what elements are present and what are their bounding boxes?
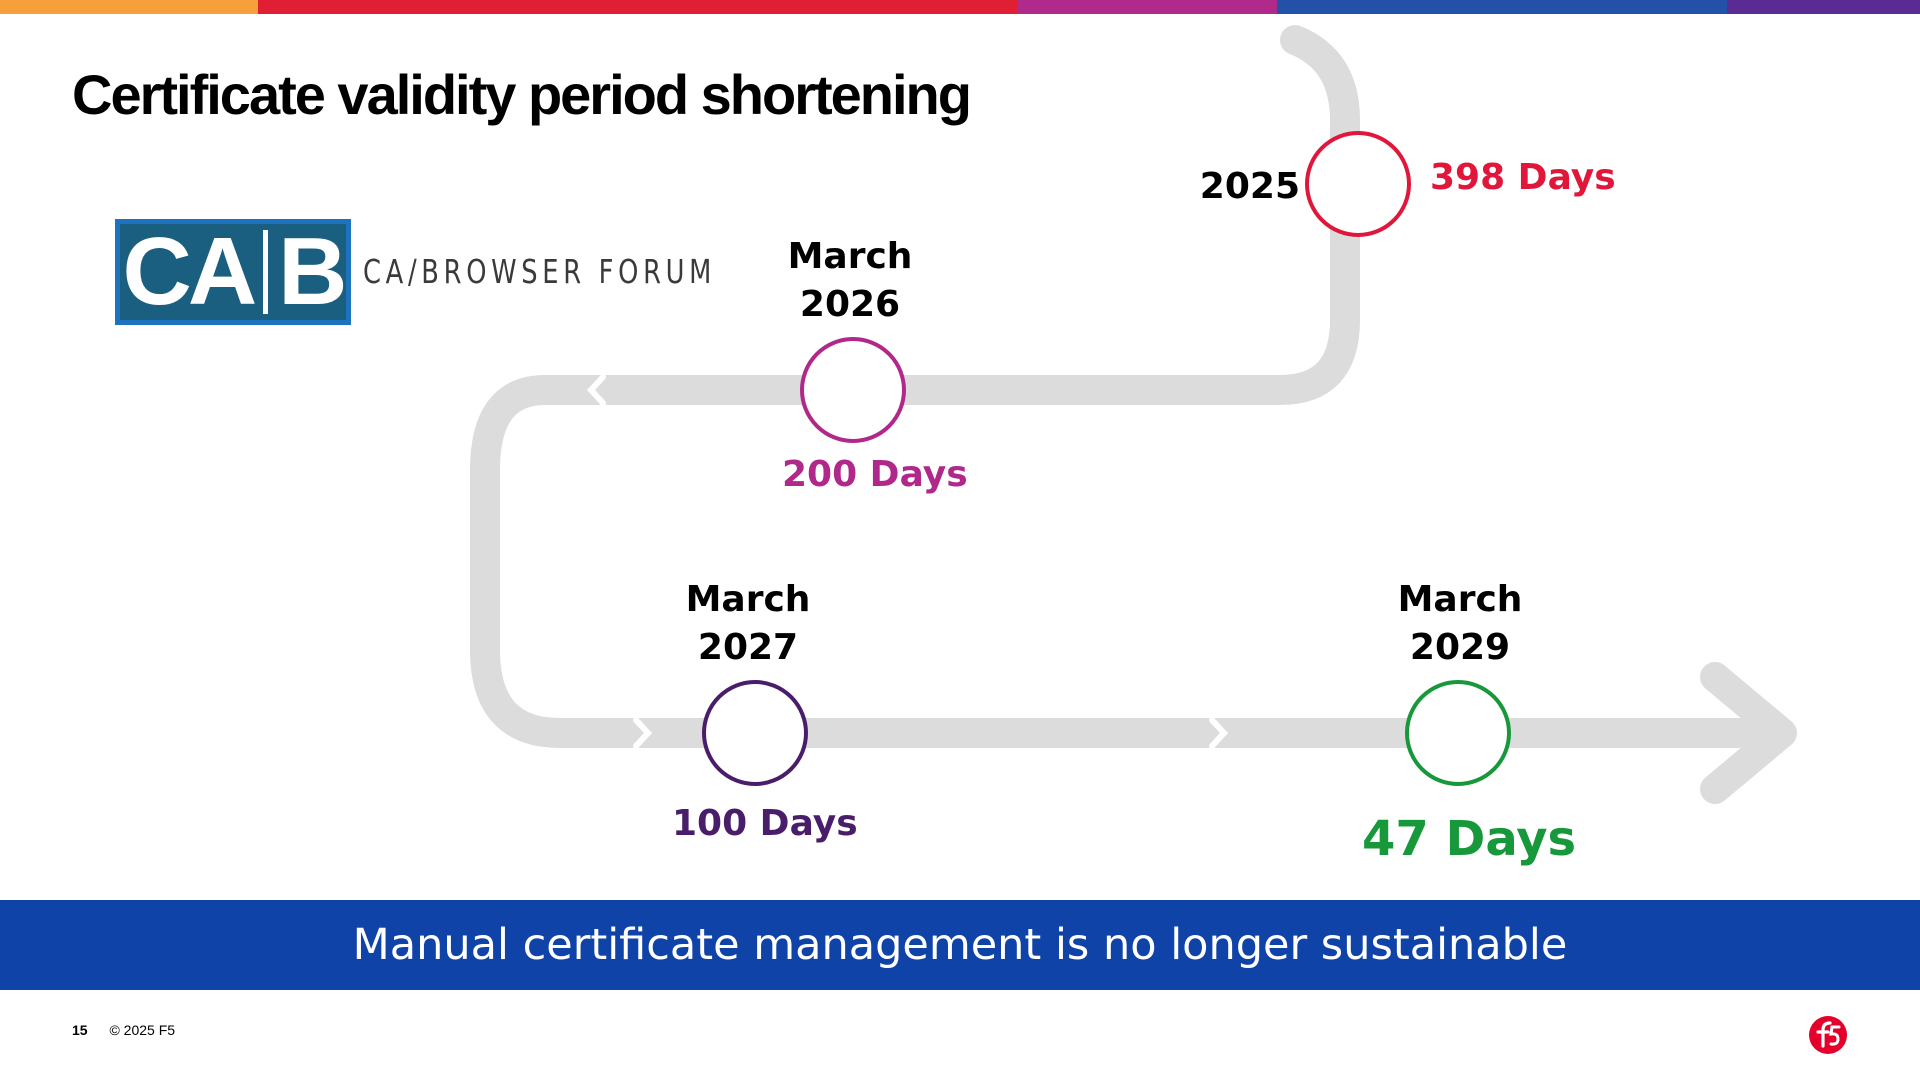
milestone-2025-year: 2025 [1199, 166, 1300, 207]
milestone-2025-marker [1305, 131, 1411, 237]
top-color-strip [0, 0, 1920, 14]
road-chevron-lower-right [1209, 717, 1229, 749]
page-number: 15 [72, 1022, 88, 1038]
milestone-2029-month: March [1397, 579, 1523, 620]
top-strip-segment-orange [0, 0, 258, 14]
road-chevron-upper [586, 374, 606, 406]
milestone-2027-marker [702, 680, 808, 786]
milestone-2027-date: March 2027 [658, 576, 838, 672]
cab-logo-b: B [278, 218, 347, 325]
top-strip-segment-magenta [1017, 0, 1277, 14]
milestone-2026-validity: 200 Days [782, 454, 968, 495]
milestone-2026-marker [800, 337, 906, 443]
message-banner: Manual certificate management is no long… [0, 900, 1920, 990]
road-chevron-lower-left [633, 717, 653, 749]
milestone-2026-month: March [787, 236, 913, 277]
f5-logo-icon [1809, 1016, 1847, 1054]
cab-logo-divider [263, 230, 269, 314]
milestone-2026-date: March 2026 [760, 233, 940, 329]
cab-org-name: CA/BROWSER FORUM [363, 252, 717, 291]
timeline-road [470, 25, 1797, 804]
milestone-2025-validity: 398 Days [1430, 157, 1616, 198]
milestone-2027-validity: 100 Days [672, 803, 858, 844]
timeline-road-path [470, 25, 1795, 748]
milestone-2027-year: 2027 [697, 627, 799, 668]
cab-logo-ca: CA [122, 218, 258, 325]
milestone-2029-validity: 47 Days [1362, 811, 1577, 867]
top-strip-segment-blue [1277, 0, 1727, 14]
milestone-2025-date: 2025 [1180, 163, 1300, 211]
cab-logo-mark: CA B [120, 218, 348, 325]
milestone-2029-date: March 2029 [1370, 576, 1550, 672]
copyright-text: © 2025 F5 [109, 1022, 176, 1038]
milestone-2029-marker [1405, 680, 1511, 786]
timeline-arrowhead [1700, 662, 1797, 804]
milestone-2027-month: March [685, 579, 811, 620]
slide-footer: 15 © 2025 F5 [72, 1022, 175, 1038]
milestone-2029-year: 2029 [1409, 627, 1511, 668]
cab-logo: CA B [115, 219, 351, 325]
top-strip-segment-purple [1727, 0, 1920, 14]
top-strip-segment-red [258, 0, 1017, 14]
milestone-2026-year: 2026 [799, 284, 901, 325]
slide-title: Certificate validity period shortening [72, 63, 972, 126]
